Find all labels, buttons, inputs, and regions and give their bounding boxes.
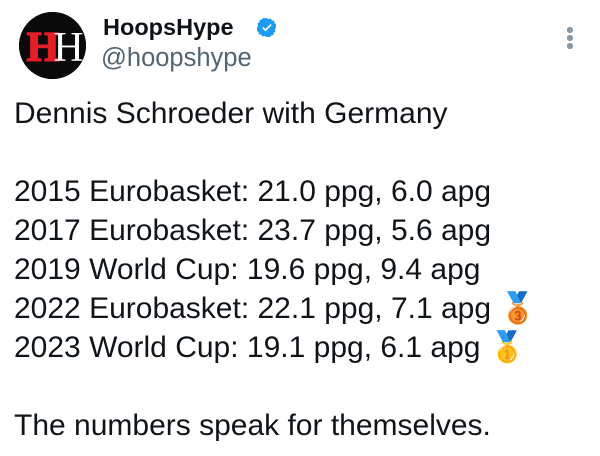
svg-text:H: H [53,25,83,71]
